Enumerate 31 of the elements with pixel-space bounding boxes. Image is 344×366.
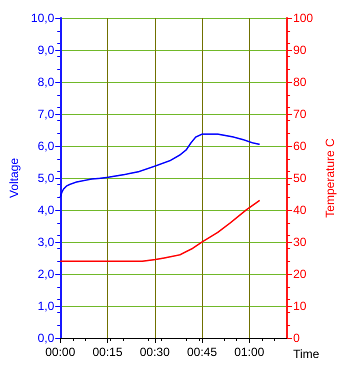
y2-tick-label: 100	[293, 11, 314, 25]
y-tick-label: 8,0	[38, 75, 55, 89]
y2-axis-title: Temperature C	[323, 138, 337, 218]
y2-tick-label: 60	[293, 139, 307, 153]
y-tick-label: 6,0	[38, 139, 55, 153]
y2-tick-label: 50	[293, 171, 307, 185]
y2-tick-label: 80	[293, 75, 307, 89]
x-axis-title: Time	[293, 347, 320, 361]
y-tick-label: 3,0	[38, 235, 55, 249]
y2-tick-label: 0	[293, 331, 300, 345]
y2-tick-label: 40	[293, 203, 307, 217]
y2-tick-label: 90	[293, 43, 307, 57]
x-tick-label: 00:30	[140, 345, 170, 359]
y-tick-label: 10,0	[30, 11, 55, 25]
y-tick-label: 9,0	[38, 43, 55, 57]
x-tick-label: 00:00	[45, 345, 76, 359]
y-tick-label: 7,0	[38, 107, 55, 121]
y-axis-title: Voltage	[7, 158, 21, 198]
x-tick-label: 01:00	[234, 345, 265, 359]
y-tick-label: 1,0	[38, 299, 55, 313]
line-series	[60, 200, 260, 262]
x-tick-label: 00:45	[187, 345, 218, 359]
y2-tick-label: 70	[293, 107, 307, 121]
y2-tick-label: 10	[293, 299, 307, 313]
y-tick-label: 0,0	[38, 331, 55, 345]
y-tick-label: 4,0	[38, 203, 55, 217]
y2-tick-label: 20	[293, 267, 307, 281]
x-tick-label: 00:15	[92, 345, 123, 359]
y2-tick-label: 30	[293, 235, 307, 249]
y-tick-label: 5,0	[38, 171, 55, 185]
y-tick-label: 2,0	[38, 267, 55, 281]
